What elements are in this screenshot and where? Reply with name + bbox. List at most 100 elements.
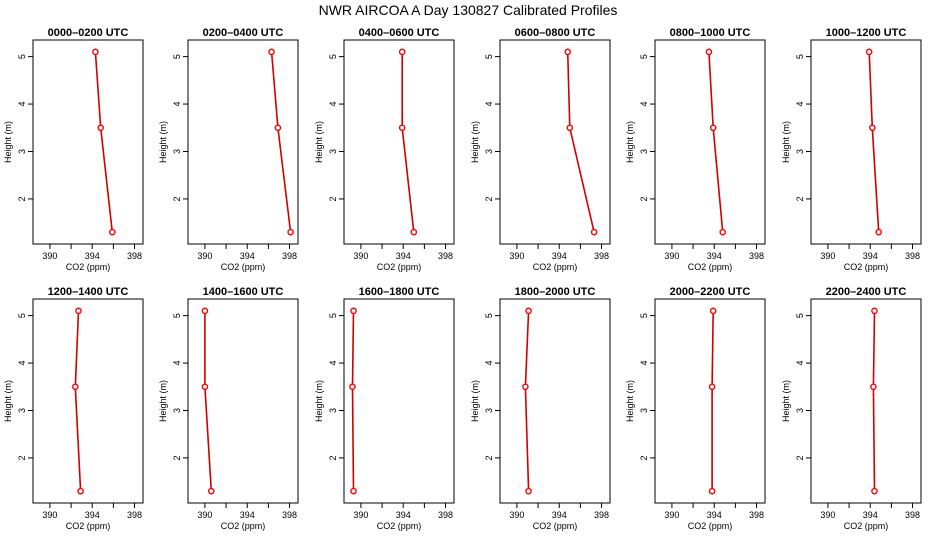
plot-frame bbox=[187, 39, 299, 245]
y-tick-label: 3 bbox=[328, 149, 338, 154]
data-point bbox=[287, 228, 294, 236]
x-tick-label: 390 bbox=[820, 510, 835, 520]
x-tick-label: 390 bbox=[42, 510, 57, 520]
panel-title: 1000–1200 UTC bbox=[826, 27, 907, 39]
x-axis-label: CO2 (ppm) bbox=[221, 521, 266, 531]
y-tick-label: 2 bbox=[484, 455, 494, 460]
profile-line bbox=[204, 310, 213, 492]
y-tick-label: 5 bbox=[172, 54, 182, 59]
y-tick-label: 4 bbox=[795, 361, 805, 366]
panel-2: 0200–0400 UTC 390 394 398 CO2 (ppm) 2 3 4 5 Heigh… bbox=[158, 27, 299, 272]
y-tick-label: 5 bbox=[639, 54, 649, 59]
profile-line bbox=[524, 310, 530, 492]
y-tick-label: 3 bbox=[17, 149, 27, 154]
data-point bbox=[350, 487, 357, 495]
y-tick-label: 3 bbox=[795, 149, 805, 154]
x-axis-label: CO2 (ppm) bbox=[221, 262, 266, 272]
y-axis-label: Height (m) bbox=[158, 121, 168, 163]
y-tick-label: 3 bbox=[172, 149, 182, 154]
y-tick-label: 4 bbox=[17, 102, 27, 107]
y-tick-label: 4 bbox=[17, 361, 27, 366]
x-axis-label: CO2 (ppm) bbox=[533, 262, 578, 272]
y-axis-label: Height (m) bbox=[314, 121, 324, 163]
x-tick-label: 390 bbox=[509, 251, 524, 261]
panel-title: 0200–0400 UTC bbox=[203, 27, 284, 39]
data-point bbox=[398, 48, 406, 56]
y-tick-label: 4 bbox=[328, 361, 338, 366]
y-axis-label: Height (m) bbox=[3, 380, 13, 422]
y-tick-label: 4 bbox=[639, 102, 649, 107]
x-tick-label: 398 bbox=[594, 510, 609, 520]
panel-title: 0000–0200 UTC bbox=[48, 27, 129, 39]
panel-title: 0800–1000 UTC bbox=[670, 27, 751, 39]
y-tick-label: 2 bbox=[639, 196, 649, 201]
data-point bbox=[719, 228, 726, 236]
panel-1: 0000–0200 UTC 390 394 398 CO2 (ppm) 2 3 4 5 Heigh… bbox=[3, 27, 144, 272]
y-tick-label: 3 bbox=[795, 408, 805, 413]
data-point bbox=[274, 124, 282, 132]
x-tick-label: 394 bbox=[552, 510, 567, 520]
plot-frame bbox=[654, 298, 766, 504]
x-tick-label: 394 bbox=[396, 251, 411, 261]
profile-line bbox=[401, 51, 415, 233]
plot-frame bbox=[187, 298, 299, 504]
panel-7: 1200–1400 UTC 390 394 398 CO2 (ppm) 2 3 4 5 Heigh… bbox=[3, 286, 144, 531]
y-axis-label: Height (m) bbox=[625, 121, 635, 163]
data-point bbox=[590, 228, 598, 236]
data-point bbox=[564, 48, 571, 56]
y-tick-label: 3 bbox=[328, 408, 338, 413]
data-point bbox=[410, 228, 418, 236]
panel-12: 2200–2400 UTC 390 394 398 CO2 (ppm) 2 3 4 5 Heigh… bbox=[781, 286, 922, 531]
y-tick-label: 2 bbox=[17, 455, 27, 460]
y-axis-label: Height (m) bbox=[314, 380, 324, 422]
y-tick-label: 2 bbox=[795, 196, 805, 201]
data-point bbox=[869, 124, 876, 132]
data-point bbox=[566, 124, 574, 132]
data-point bbox=[92, 48, 99, 56]
x-tick-label: 394 bbox=[552, 251, 567, 261]
plot-frame bbox=[810, 298, 922, 504]
data-point bbox=[708, 383, 716, 391]
x-tick-label: 398 bbox=[282, 251, 297, 261]
y-tick-label: 3 bbox=[484, 149, 494, 154]
plot-frame bbox=[810, 39, 922, 245]
y-tick-label: 4 bbox=[484, 102, 494, 107]
plot-frame bbox=[343, 39, 455, 245]
y-tick-label: 2 bbox=[172, 196, 182, 201]
y-tick-label: 4 bbox=[172, 361, 182, 366]
y-tick-label: 5 bbox=[328, 54, 338, 59]
x-tick-label: 394 bbox=[85, 510, 100, 520]
y-tick-label: 4 bbox=[484, 361, 494, 366]
data-point bbox=[871, 307, 878, 315]
y-tick-label: 5 bbox=[484, 54, 494, 59]
x-tick-label: 390 bbox=[509, 510, 524, 520]
y-tick-label: 2 bbox=[795, 455, 805, 460]
profile-line bbox=[94, 51, 114, 233]
y-axis-label: Height (m) bbox=[470, 380, 480, 422]
x-tick-label: 390 bbox=[42, 251, 57, 261]
x-axis-label: CO2 (ppm) bbox=[844, 521, 889, 531]
y-tick-label: 5 bbox=[639, 313, 649, 318]
y-tick-label: 5 bbox=[328, 313, 338, 318]
panel-title: 0400–0600 UTC bbox=[359, 27, 440, 39]
profile-line bbox=[872, 310, 876, 492]
y-axis-label: Height (m) bbox=[625, 380, 635, 422]
x-axis-label: CO2 (ppm) bbox=[66, 262, 111, 272]
data-point bbox=[77, 487, 84, 495]
x-tick-label: 394 bbox=[85, 251, 100, 261]
data-point bbox=[109, 228, 116, 236]
x-tick-label: 394 bbox=[707, 251, 722, 261]
x-tick-label: 390 bbox=[197, 251, 212, 261]
y-axis-label: Height (m) bbox=[158, 380, 168, 422]
panel-title: 2200–2400 UTC bbox=[826, 286, 907, 298]
x-tick-label: 390 bbox=[820, 251, 835, 261]
y-tick-label: 2 bbox=[328, 196, 338, 201]
data-point bbox=[201, 307, 209, 315]
y-tick-label: 5 bbox=[172, 313, 182, 318]
x-axis-label: CO2 (ppm) bbox=[66, 521, 111, 531]
data-point bbox=[525, 307, 532, 315]
x-tick-label: 398 bbox=[127, 251, 142, 261]
y-tick-label: 2 bbox=[639, 455, 649, 460]
plot-frame bbox=[32, 39, 144, 245]
y-tick-label: 4 bbox=[328, 102, 338, 107]
